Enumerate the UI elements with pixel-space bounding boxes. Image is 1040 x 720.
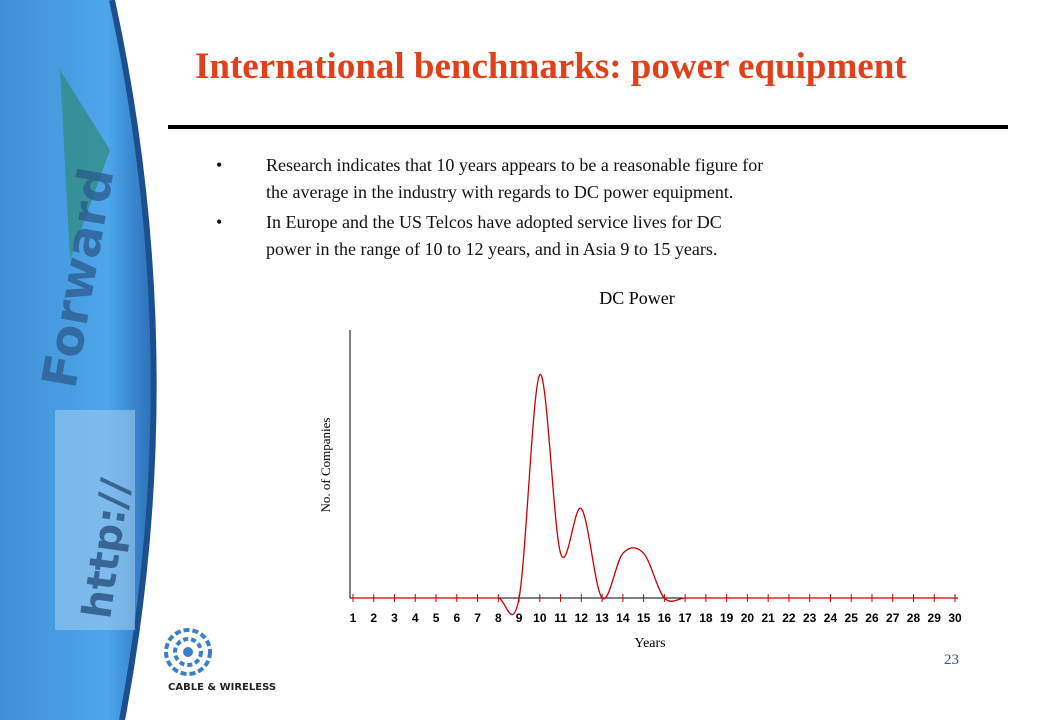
x-tick-label: 4 xyxy=(412,611,419,625)
x-tick-label: 9 xyxy=(516,611,523,625)
logo-ring xyxy=(173,637,203,667)
x-axis-label: Years xyxy=(634,636,665,651)
logo-text: CABLE & WIRELESS xyxy=(168,682,276,693)
x-tick-label: 22 xyxy=(782,611,796,625)
bullet-dot: • xyxy=(216,155,222,175)
bullet-list: • Research indicates that 10 years appea… xyxy=(216,155,763,259)
x-tick-label: 29 xyxy=(928,611,942,625)
x-tick-label: 30 xyxy=(948,611,962,625)
chart-title: DC Power xyxy=(599,288,675,308)
page-number: 23 xyxy=(944,652,959,668)
bullet-line: In Europe and the US Telcos have adopted… xyxy=(266,212,722,232)
logo: CABLE & WIRELESS xyxy=(164,628,276,693)
x-tick-label: 1 xyxy=(350,611,357,625)
x-tick-label: 19 xyxy=(720,611,734,625)
data-line xyxy=(353,373,955,616)
logo-ring xyxy=(164,628,212,676)
x-tick-label: 13 xyxy=(595,611,609,625)
x-tick-label: 8 xyxy=(495,611,502,625)
bullet-dot: • xyxy=(216,212,222,232)
bullet-line: the average in the industry with regards… xyxy=(266,182,733,202)
x-tick-label: 7 xyxy=(474,611,481,625)
x-tick-label: 24 xyxy=(824,611,838,625)
x-tick-label: 21 xyxy=(761,611,775,625)
x-tick-label: 17 xyxy=(678,611,692,625)
x-tick-label: 25 xyxy=(845,611,859,625)
banner-edge xyxy=(109,0,157,720)
x-tick-label: 12 xyxy=(575,611,589,625)
x-tick-label: 11 xyxy=(554,611,567,625)
x-tick-label: 28 xyxy=(907,611,921,625)
x-tick-label: 14 xyxy=(616,611,630,625)
logo-core xyxy=(183,647,193,657)
bullet-line: Research indicates that 10 years appears… xyxy=(266,155,763,175)
banner-arrow xyxy=(60,70,110,260)
x-tick-label: 20 xyxy=(741,611,755,625)
x-tick-label: 18 xyxy=(699,611,713,625)
x-tick-label: 10 xyxy=(533,611,547,625)
x-tick-label: 5 xyxy=(433,611,440,625)
banner-box xyxy=(55,410,135,630)
x-tick-label: 23 xyxy=(803,611,817,625)
x-tick-label: 15 xyxy=(637,611,651,625)
x-tick-label: 2 xyxy=(370,611,377,625)
bullet-line: power in the range of 10 to 12 years, an… xyxy=(266,239,717,259)
y-axis-label: No. of Companies xyxy=(318,418,333,513)
x-tick-label: 16 xyxy=(658,611,672,625)
x-tick-label: 6 xyxy=(453,611,460,625)
banner: Forward http:// xyxy=(0,0,157,720)
x-tick-label: 27 xyxy=(886,611,900,625)
slide-title: International benchmarks: power equipmen… xyxy=(195,46,907,87)
x-tick-label: 26 xyxy=(865,611,879,625)
x-tick-label: 3 xyxy=(391,611,398,625)
